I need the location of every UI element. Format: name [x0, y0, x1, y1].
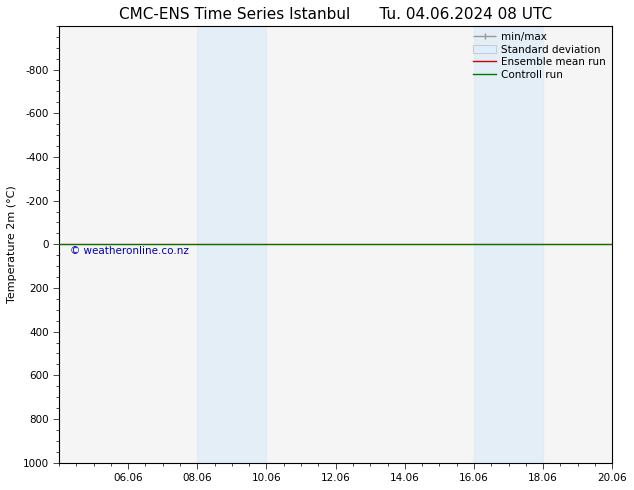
Bar: [474, 26, 543, 463]
Legend: min/max, Standard deviation, Ensemble mean run, Controll run: min/max, Standard deviation, Ensemble me…: [469, 28, 610, 84]
Y-axis label: Temperature 2m (°C): Temperature 2m (°C): [7, 185, 17, 303]
Text: © weatheronline.co.nz: © weatheronline.co.nz: [70, 246, 189, 256]
Bar: [197, 26, 266, 463]
Title: CMC-ENS Time Series Istanbul      Tu. 04.06.2024 08 UTC: CMC-ENS Time Series Istanbul Tu. 04.06.2…: [119, 7, 552, 22]
